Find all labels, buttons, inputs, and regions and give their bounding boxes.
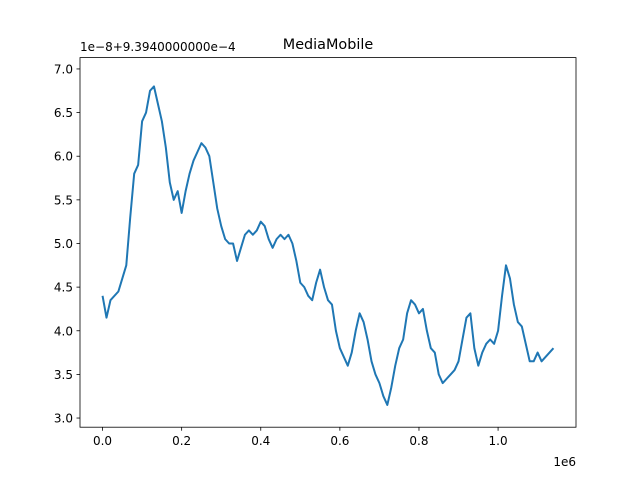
y-tick-label: 3.0 xyxy=(54,412,73,426)
x-tick-label: 0.6 xyxy=(330,434,349,448)
data-line xyxy=(101,85,555,406)
y-tick-label: 5.0 xyxy=(54,237,73,251)
y-offset-label: 1e−8+9.3940000000e−4 xyxy=(80,40,236,54)
chart-title: MediaMobile xyxy=(283,37,374,53)
y-tick-label: 5.5 xyxy=(54,193,73,207)
y-tick-label: 6.0 xyxy=(54,150,73,164)
y-tick-label: 3.5 xyxy=(54,368,73,382)
y-tick-label: 4.0 xyxy=(54,324,73,338)
x-tick-label: 1.0 xyxy=(489,434,508,448)
x-tick-label: 0.0 xyxy=(93,434,112,448)
x-offset-label: 1e6 xyxy=(553,455,576,469)
y-tick-label: 6.5 xyxy=(54,106,73,120)
x-tick-label: 0.2 xyxy=(172,434,191,448)
x-tick-label: 0.8 xyxy=(409,434,428,448)
y-tick-label: 7.0 xyxy=(54,62,73,76)
plot-frame xyxy=(79,57,577,428)
x-tick-label: 0.4 xyxy=(251,434,270,448)
y-tick-label: 4.5 xyxy=(54,281,73,295)
